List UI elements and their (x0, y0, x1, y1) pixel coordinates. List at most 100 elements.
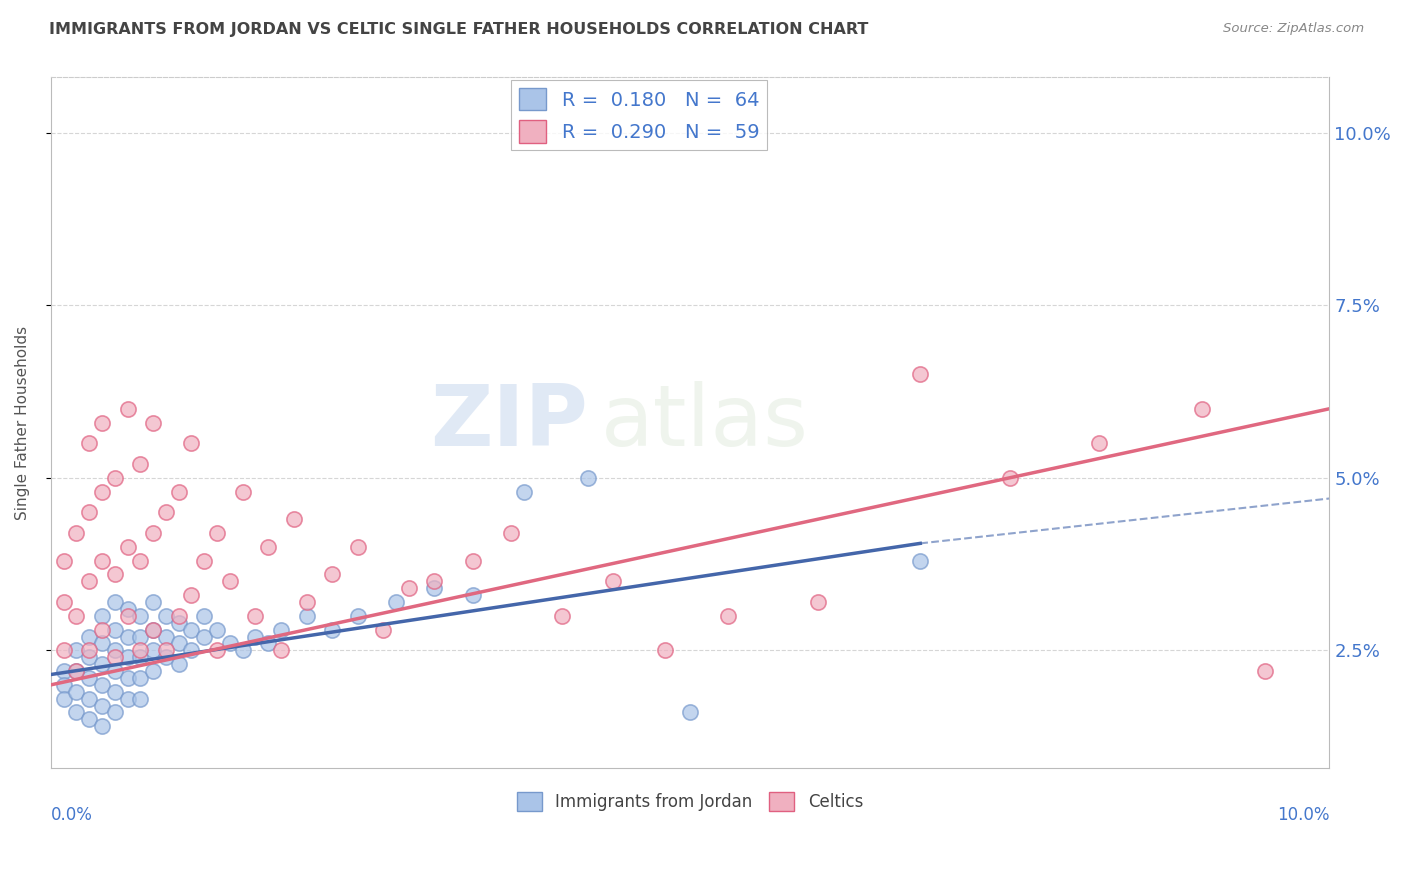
Point (321, 623, 343, 637)
Point (167, 636, 190, 650)
Legend: R =  0.180   N =  64, R =  0.290   N =  59: R = 0.180 N = 64, R = 0.290 N = 59 (510, 80, 766, 151)
Point (321, 567, 343, 582)
Point (117, 540, 139, 554)
Point (117, 401, 139, 416)
Point (398, 581, 420, 595)
Point (167, 608, 190, 623)
Point (373, 623, 395, 637)
Point (77, 691, 100, 706)
Point (77, 574, 100, 589)
Point (104, 471, 127, 485)
Text: 0.0%: 0.0% (51, 805, 93, 823)
Point (129, 650, 152, 665)
Point (193, 554, 215, 568)
Point (270, 643, 292, 657)
Point (52, 595, 75, 609)
Point (91, 719, 114, 733)
Point (91, 484, 114, 499)
Point (385, 595, 408, 609)
Point (65, 608, 87, 623)
Point (167, 657, 190, 672)
Point (117, 608, 139, 623)
Point (117, 602, 139, 616)
Point (180, 588, 202, 602)
Point (77, 436, 100, 450)
Point (52, 678, 75, 692)
Point (91, 416, 114, 430)
Point (77, 712, 100, 726)
Point (91, 554, 114, 568)
Point (142, 526, 165, 541)
Point (295, 595, 318, 609)
Point (245, 608, 267, 623)
Point (205, 623, 228, 637)
Point (218, 636, 240, 650)
Point (232, 484, 254, 499)
Point (193, 608, 215, 623)
Point (142, 623, 165, 637)
Point (654, 643, 676, 657)
Point (155, 643, 177, 657)
Point (270, 623, 292, 637)
Point (257, 636, 280, 650)
Point (155, 630, 177, 644)
Point (91, 698, 114, 713)
Point (91, 636, 114, 650)
Point (77, 671, 100, 685)
Point (129, 554, 152, 568)
Point (65, 526, 87, 541)
Point (205, 526, 228, 541)
Point (117, 650, 139, 665)
Point (77, 643, 100, 657)
Point (180, 436, 202, 450)
Point (77, 650, 100, 665)
Point (423, 581, 446, 595)
Point (77, 630, 100, 644)
Point (104, 706, 127, 720)
Point (461, 588, 484, 602)
Point (807, 595, 830, 609)
Point (52, 691, 75, 706)
Point (129, 671, 152, 685)
Point (65, 664, 87, 678)
Text: IMMIGRANTS FROM JORDAN VS CELTIC SINGLE FATHER HOUSEHOLDS CORRELATION CHART: IMMIGRANTS FROM JORDAN VS CELTIC SINGLE … (49, 22, 869, 37)
Point (232, 643, 254, 657)
Point (576, 471, 599, 485)
Point (257, 540, 280, 554)
Point (910, 368, 932, 382)
Point (167, 484, 190, 499)
Text: ZIP: ZIP (430, 381, 588, 464)
Point (155, 608, 177, 623)
Point (117, 630, 139, 644)
Point (77, 505, 100, 519)
Point (65, 685, 87, 699)
Y-axis label: Single Father Households: Single Father Households (15, 326, 30, 520)
Point (129, 630, 152, 644)
Point (104, 567, 127, 582)
Point (1088, 436, 1111, 450)
Point (129, 608, 152, 623)
Point (104, 664, 127, 678)
Point (91, 608, 114, 623)
Point (551, 608, 574, 623)
Point (65, 643, 87, 657)
Point (1254, 664, 1277, 678)
Point (180, 643, 202, 657)
Point (602, 574, 624, 589)
Point (142, 643, 165, 657)
Point (129, 457, 152, 471)
Point (65, 706, 87, 720)
Point (501, 526, 523, 541)
Point (679, 706, 702, 720)
Point (218, 574, 240, 589)
Point (513, 484, 536, 499)
Point (423, 574, 446, 589)
Point (117, 671, 139, 685)
Point (461, 554, 484, 568)
Point (346, 608, 368, 623)
Point (52, 643, 75, 657)
Point (346, 540, 368, 554)
Text: atlas: atlas (600, 381, 808, 464)
Point (91, 678, 114, 692)
Point (205, 643, 228, 657)
